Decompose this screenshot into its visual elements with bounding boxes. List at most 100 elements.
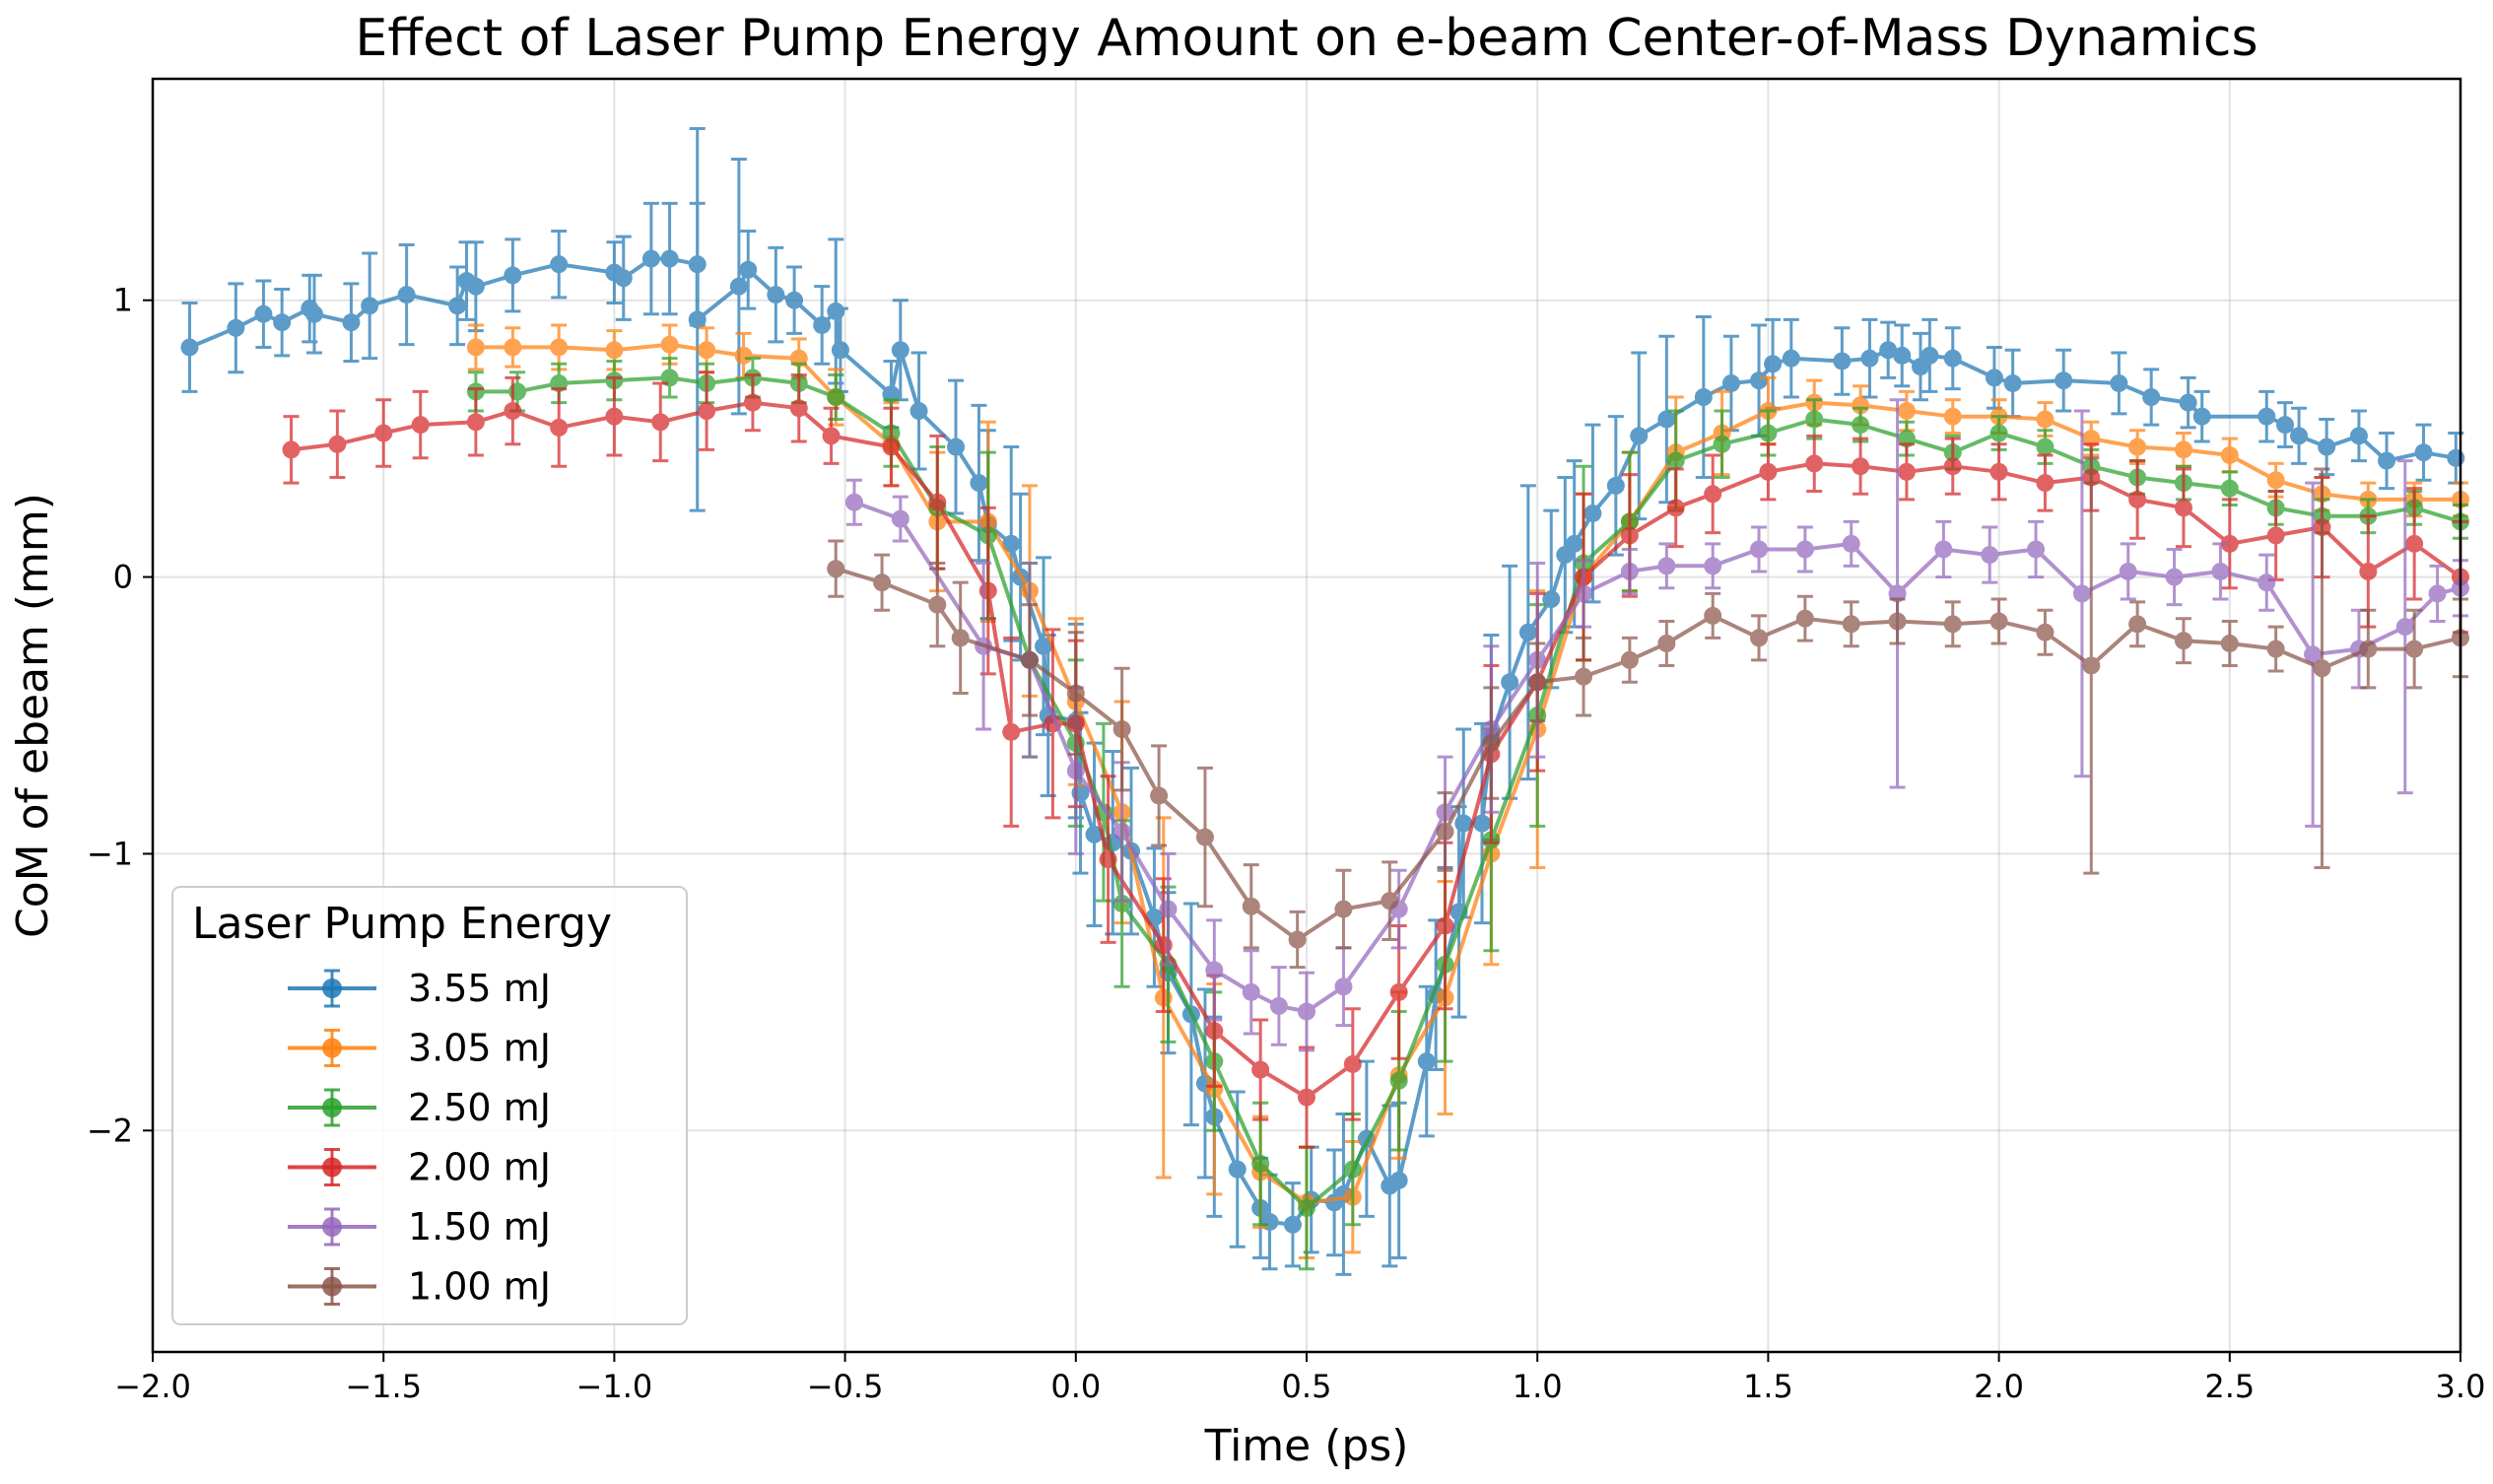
data-point (1288, 930, 1307, 949)
data-point (2257, 573, 2276, 592)
series-4 (844, 398, 2469, 1052)
data-point (891, 341, 910, 360)
data-point (1381, 892, 1399, 911)
data-point (1242, 897, 1260, 915)
data-point (1888, 612, 1907, 631)
data-point (1389, 982, 1408, 1001)
data-point (2027, 540, 2046, 559)
data-point (2257, 407, 2276, 426)
legend-label: 1.50 mJ (408, 1205, 551, 1248)
data-point (891, 509, 910, 528)
legend-box (171, 886, 688, 1325)
x-axis-label: Time (ps) (1204, 1421, 1409, 1471)
data-point (827, 560, 845, 578)
data-point (2414, 443, 2433, 462)
data-point (1721, 373, 1740, 392)
data-point (1657, 557, 1676, 575)
data-point (2192, 407, 2211, 426)
data-point (2110, 373, 2128, 392)
series-2 (466, 357, 2469, 1271)
data-point (1989, 462, 2008, 481)
legend-label: 3.05 mJ (408, 1027, 551, 1070)
data-point (1620, 526, 1639, 545)
x-tick-label: −1.0 (576, 1368, 653, 1405)
data-point (2174, 440, 2192, 459)
data-point (734, 346, 753, 365)
data-point (1454, 814, 1473, 833)
data-point (1981, 546, 1999, 565)
data-point (550, 418, 569, 437)
data-point (1436, 916, 1454, 935)
data-point (2036, 474, 2055, 493)
data-point (827, 388, 845, 406)
data-point (2082, 656, 2101, 675)
data-point (1436, 822, 1454, 841)
legend-item: 2.00 mJ (288, 1146, 551, 1189)
data-point (504, 266, 522, 285)
data-point (1343, 1160, 1362, 1179)
data-point (882, 438, 901, 456)
data-point (739, 260, 758, 279)
x-tick-label: 2.0 (1974, 1368, 2024, 1405)
data-point (1334, 900, 1353, 918)
chart-title: Effect of Laser Pump Energy Amount on e-… (355, 9, 2257, 68)
data-point (1575, 584, 1593, 603)
data-point (743, 393, 762, 412)
data-point (1228, 1160, 1246, 1179)
data-point (1528, 673, 1547, 692)
data-point (2359, 562, 2378, 580)
data-point (698, 402, 716, 421)
data-point (1195, 828, 1214, 846)
data-point (2220, 534, 2239, 553)
data-point (789, 399, 808, 418)
data-point (1269, 996, 1288, 1015)
data-point (2165, 568, 2184, 586)
data-point (1989, 612, 2008, 631)
data-point (614, 269, 633, 288)
data-point (1389, 1071, 1408, 1090)
data-point (411, 416, 430, 435)
data-point (729, 277, 748, 296)
data-point (448, 297, 467, 315)
data-point (1472, 814, 1491, 833)
data-point (2220, 634, 2239, 652)
data-point (2378, 451, 2396, 470)
data-point (2349, 427, 2368, 445)
data-point (1860, 349, 1879, 368)
legend-marker (322, 1276, 342, 1297)
data-point (2290, 427, 2309, 445)
data-point (2119, 562, 2137, 580)
data-point (1805, 410, 1824, 429)
data-point (254, 304, 273, 323)
data-point (1583, 504, 1602, 522)
data-point (2174, 499, 2192, 517)
data-point (822, 427, 841, 445)
data-point (785, 291, 804, 309)
data-point (1920, 346, 1939, 365)
data-point (2405, 534, 2424, 553)
data-point (1251, 1155, 1270, 1174)
data-point (1575, 667, 1593, 686)
data-point (304, 304, 323, 323)
data-point (844, 493, 863, 511)
legend-marker (322, 978, 342, 998)
data-point (1112, 894, 1131, 912)
x-tick-label: 1.0 (1513, 1368, 1563, 1405)
legend-items: 3.55 mJ 3.05 mJ 2.50 mJ 2.00 mJ 1.50 mJ 1.00 … (288, 967, 551, 1309)
data-point (1501, 673, 1519, 692)
x-tick-label: −2.0 (114, 1368, 191, 1405)
data-point (361, 297, 379, 315)
data-point (1620, 562, 1639, 580)
data-point (2276, 416, 2295, 435)
data-point (342, 313, 361, 332)
data-point (1666, 451, 1685, 470)
data-point (1750, 371, 1769, 390)
data-point (1782, 349, 1800, 368)
data-point (605, 341, 624, 360)
data-point (2447, 448, 2465, 467)
legend-label: 2.00 mJ (408, 1146, 551, 1189)
legend-label: 3.55 mJ (408, 967, 551, 1010)
x-tick-label: 3.0 (2436, 1368, 2486, 1405)
data-point (660, 249, 679, 268)
data-point (1085, 825, 1104, 843)
